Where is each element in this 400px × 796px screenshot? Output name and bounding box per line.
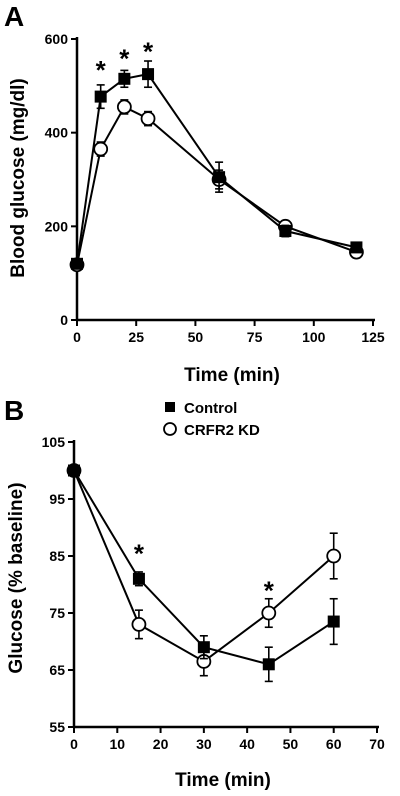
legend-control-marker [165, 402, 175, 412]
panel-a-series-1-point [93, 141, 109, 157]
panel-b-x-tick-label: 10 [109, 736, 125, 752]
panel-a-x-axis-title: Time (min) [184, 365, 280, 386]
panel-b-series-1-line [73, 470, 335, 663]
legend-crfr2kd-marker [163, 422, 177, 436]
panel-b-x-tick-label: 30 [196, 736, 212, 752]
panel-b-y-tick-label: 105 [42, 434, 66, 450]
panel-b-series-0-point [68, 464, 80, 477]
legend-crfr2kd-label: CRFR2 KD [184, 422, 260, 439]
panel-a-series-0-point [142, 68, 155, 81]
panel-a-plot: 0 200 400 600 0 25 50 75 100 125 * * * [45, 31, 385, 345]
panel-a-x-tick-label: 125 [361, 329, 385, 345]
panel-a-series-0-point [350, 241, 363, 254]
panel-a-x-tick-label: 100 [302, 329, 326, 345]
panel-b-series-0-point [132, 572, 145, 585]
panel-a: A Blood glucose (mg/dl) Time (min) 0 200 4… [4, 1, 385, 386]
panel-a-x-tick-label: 50 [188, 329, 204, 345]
legend-control-label: Control [184, 400, 237, 417]
panel-b-x-tick-label: 60 [326, 736, 342, 752]
panel-a-y-tick-label: 600 [45, 31, 69, 47]
panel-b-x-tick-label: 70 [369, 736, 385, 752]
panel-b-significance-star: * [134, 538, 145, 568]
panel-a-series-0-point [94, 90, 107, 103]
panel-b-x-tick-label: 50 [283, 736, 299, 752]
panel-a-series-0-point [279, 225, 292, 238]
panel-b-series-1-point [326, 548, 342, 564]
panel-b-y-tick-label: 95 [49, 491, 65, 507]
panel-b-plot: 55 65 75 85 95 105 0 10 20 30 40 50 60 70 * * [42, 434, 385, 752]
panel-b-y-tick-label: 75 [49, 605, 65, 621]
panel-a-y-tick-label: 0 [60, 312, 68, 328]
panel-b-y-axis-title: Glucose (% baseline) [6, 482, 27, 673]
panel-a-y-tick-label: 200 [45, 218, 69, 234]
panel-b: B Glucose (% baseline) Time (min) Contro… [4, 395, 385, 791]
panel-b-series-1-point [131, 617, 147, 632]
panel-a-significance-star: * [96, 55, 107, 85]
panel-b-x-axis-title: Time (min) [175, 770, 271, 791]
panel-a-x-tick-label: 0 [73, 329, 81, 345]
panel-a-x-tick-label: 75 [247, 329, 263, 345]
panel-b-y-tick-label: 85 [49, 548, 65, 564]
panel-b-x-tick-label: 20 [153, 736, 169, 752]
panel-a-series-0-point [213, 171, 226, 184]
panel-b-series-1-point [261, 605, 277, 621]
panel-a-series-0-point [71, 257, 83, 270]
panel-a-x-tick-label: 25 [128, 329, 144, 345]
panel-a-letter: A [4, 1, 24, 32]
panel-b-letter: B [4, 395, 24, 426]
panel-a-series-1-point [116, 99, 132, 115]
panel-b-x-tick-label: 0 [70, 736, 78, 752]
panel-a-series-0-point [118, 72, 131, 85]
panel-a-significance-star: * [119, 43, 130, 73]
panel-b-y-tick-label: 55 [49, 719, 65, 735]
panel-b-y-tick-label: 65 [49, 662, 65, 678]
panel-a-y-axis-title: Blood glucose (mg/dl) [8, 78, 29, 278]
panel-b-series-0-point [262, 658, 275, 671]
panel-b-series-0-point [327, 615, 340, 628]
panel-b-significance-star: * [264, 575, 275, 605]
panel-b-series-0-point [197, 641, 210, 654]
panel-a-y-tick-label: 400 [45, 125, 69, 141]
panel-a-significance-star: * [143, 36, 154, 66]
panel-b-legend: Control CRFR2 KD [163, 400, 260, 439]
panel-b-x-tick-label: 40 [239, 736, 255, 752]
panel-a-series-1-point [140, 111, 156, 127]
